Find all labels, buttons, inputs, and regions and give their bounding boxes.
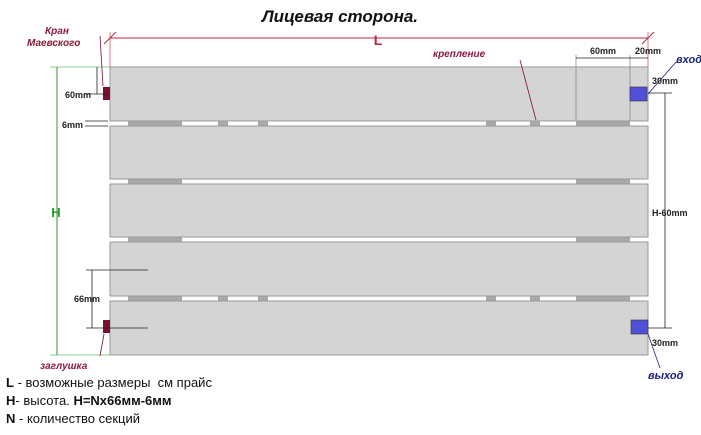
legend-key: N (6, 411, 15, 426)
valve-label: Кран (45, 26, 69, 37)
legend-line: L - возможные размеры см прайс (6, 375, 212, 390)
dim-label: 60mm (65, 90, 91, 100)
legend-line: N - количество секций (6, 411, 140, 426)
valve (103, 87, 110, 100)
inlet (629, 86, 648, 102)
dim-label: 30mm (652, 338, 678, 348)
connectors (128, 120, 630, 302)
legend-formula: H=Nx66мм-6мм (73, 393, 171, 408)
dim-label: 6mm (62, 120, 83, 130)
legend-line: H- высота. H=Nx66мм-6мм (6, 393, 172, 408)
legend-text: - высота. (15, 393, 73, 408)
legend-text: - количество секций (15, 411, 140, 426)
dim-label: 20mm (635, 46, 661, 56)
outlet-label: выход (648, 370, 684, 382)
panels (109, 55, 649, 356)
dimension-lines (50, 31, 677, 369)
plug-label: заглушка (40, 361, 88, 372)
legend-key: L (6, 375, 14, 390)
dim-label: H-60mm (652, 208, 688, 218)
legend-key: H (6, 393, 15, 408)
length-label: L (374, 32, 383, 48)
inlet-label: вход (676, 54, 701, 66)
dim-label: 60mm (590, 46, 616, 56)
dim-label: 66mm (74, 294, 100, 304)
title: Лицевая сторона. (260, 7, 418, 26)
height-label: H (51, 205, 60, 220)
valve-label: Маевского (27, 38, 80, 49)
mount-label: крепление (433, 49, 486, 60)
dim-label: 30mm (652, 76, 678, 86)
legend-text: - возможные размеры см прайс (14, 375, 212, 390)
outlet (630, 319, 649, 335)
plug (103, 320, 110, 333)
